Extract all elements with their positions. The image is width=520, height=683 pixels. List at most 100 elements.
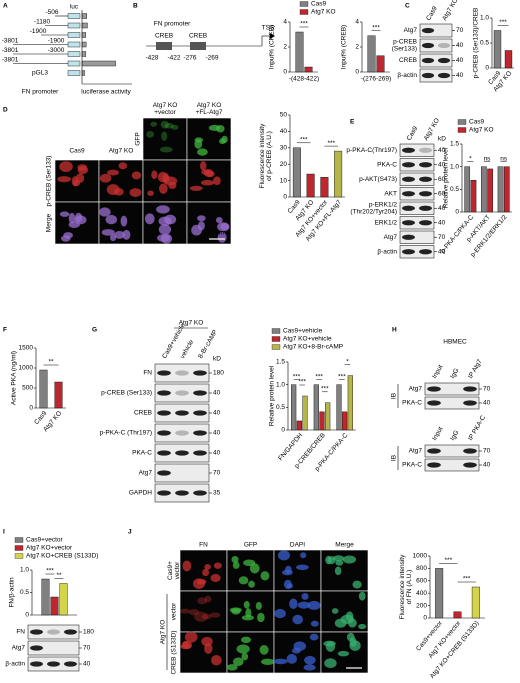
bar	[291, 384, 297, 431]
cell	[57, 176, 71, 183]
lane-label: Cas9	[406, 125, 420, 142]
cell	[184, 631, 198, 643]
cell	[304, 655, 316, 665]
cell	[164, 122, 174, 129]
y-tick-label: 1000	[19, 365, 34, 372]
bar	[304, 66, 313, 73]
band	[193, 410, 207, 416]
bar	[325, 402, 331, 431]
y-tick-label: 2	[355, 44, 359, 51]
construct-label: -3000	[48, 47, 65, 54]
cell	[199, 161, 207, 171]
y-axis-label: Input% (CREB)	[341, 25, 348, 69]
band	[157, 430, 171, 436]
band	[437, 72, 451, 79]
bar	[481, 166, 487, 213]
legend-label: Atg7 KO+vector	[26, 545, 73, 552]
band	[421, 72, 435, 79]
cell	[114, 231, 125, 239]
band	[402, 191, 415, 197]
cell	[159, 146, 173, 153]
kd-marker: 40	[83, 661, 91, 668]
cell	[158, 216, 172, 226]
cell	[286, 653, 298, 664]
tss-label: TSS	[262, 25, 275, 32]
row-label: PKA-C	[132, 450, 152, 457]
row-label: GFP	[135, 132, 142, 145]
row-label: p-ERK1/2	[369, 201, 398, 208]
cell	[261, 658, 275, 665]
row-label: Atg7	[409, 386, 423, 393]
legend-label: Atg7 KO+8-Br-cAMP	[283, 344, 343, 351]
bar	[81, 60, 116, 67]
cell	[201, 636, 213, 647]
significance: *	[469, 155, 472, 162]
cell	[291, 647, 301, 654]
cell	[324, 658, 337, 669]
construct-label: -506	[45, 9, 58, 16]
panel-letter: D	[3, 107, 8, 114]
cell	[260, 571, 270, 581]
band	[47, 629, 60, 635]
y-tick-label: 2	[283, 44, 287, 51]
row-label: Atg7	[404, 27, 418, 34]
column-label: GFP	[244, 542, 257, 549]
row-label: CREB (S133D)	[171, 630, 178, 674]
cell	[334, 618, 347, 628]
y-axis-label: p-CREB (Ser133)/CREB	[473, 8, 480, 79]
cell	[105, 214, 118, 225]
cell	[156, 205, 170, 214]
kd-marker: 70	[213, 470, 221, 477]
y-tick-label: 0.5	[480, 40, 489, 47]
legend-label: Atg7 KO	[469, 127, 494, 134]
y-tick-label: 20	[280, 161, 288, 168]
construct-label: -1900	[30, 28, 47, 35]
cell	[236, 644, 250, 654]
band	[193, 450, 207, 456]
cell	[204, 595, 212, 603]
cell	[196, 148, 208, 156]
band	[419, 162, 432, 168]
cell	[277, 550, 290, 561]
y-tick-label: 50	[280, 112, 288, 119]
cell	[332, 555, 345, 562]
bar	[471, 586, 480, 619]
band	[427, 462, 441, 468]
band	[437, 42, 451, 49]
y-tick-label: 0	[29, 405, 33, 412]
cell	[59, 161, 73, 173]
panel-letter: E	[350, 119, 355, 126]
cell	[160, 233, 173, 244]
bar	[81, 41, 87, 48]
scale-label: 20 μm	[345, 659, 363, 666]
y-tick-label: 0.5	[276, 404, 285, 411]
kd-marker: 60	[438, 190, 446, 197]
kd-marker: 40	[438, 147, 446, 154]
bar	[453, 611, 462, 619]
creb-box	[190, 42, 206, 50]
y-tick-label: 0.5	[20, 589, 29, 596]
significance: *	[346, 358, 349, 365]
legend-swatch	[271, 328, 281, 334]
cell	[297, 601, 311, 609]
band	[64, 661, 77, 667]
band	[427, 448, 441, 454]
cell	[194, 139, 203, 149]
y-tick-label: 1.0	[450, 163, 459, 170]
cell	[241, 614, 254, 621]
kd-marker: 40	[438, 205, 446, 212]
cell	[325, 641, 336, 652]
kd-marker: 40	[456, 42, 464, 49]
panel-letter: G	[92, 327, 97, 334]
bar	[367, 35, 376, 73]
row-label: (Thr202/Tyr204)	[350, 208, 397, 215]
cell	[158, 224, 172, 235]
significance: **	[56, 572, 62, 579]
kd-marker: 70	[83, 645, 91, 652]
cell	[274, 608, 286, 619]
kd-marker: 40	[213, 390, 221, 397]
legend-swatch	[14, 545, 24, 551]
luc-box	[67, 70, 81, 76]
cell	[229, 607, 242, 613]
cell	[163, 176, 178, 186]
